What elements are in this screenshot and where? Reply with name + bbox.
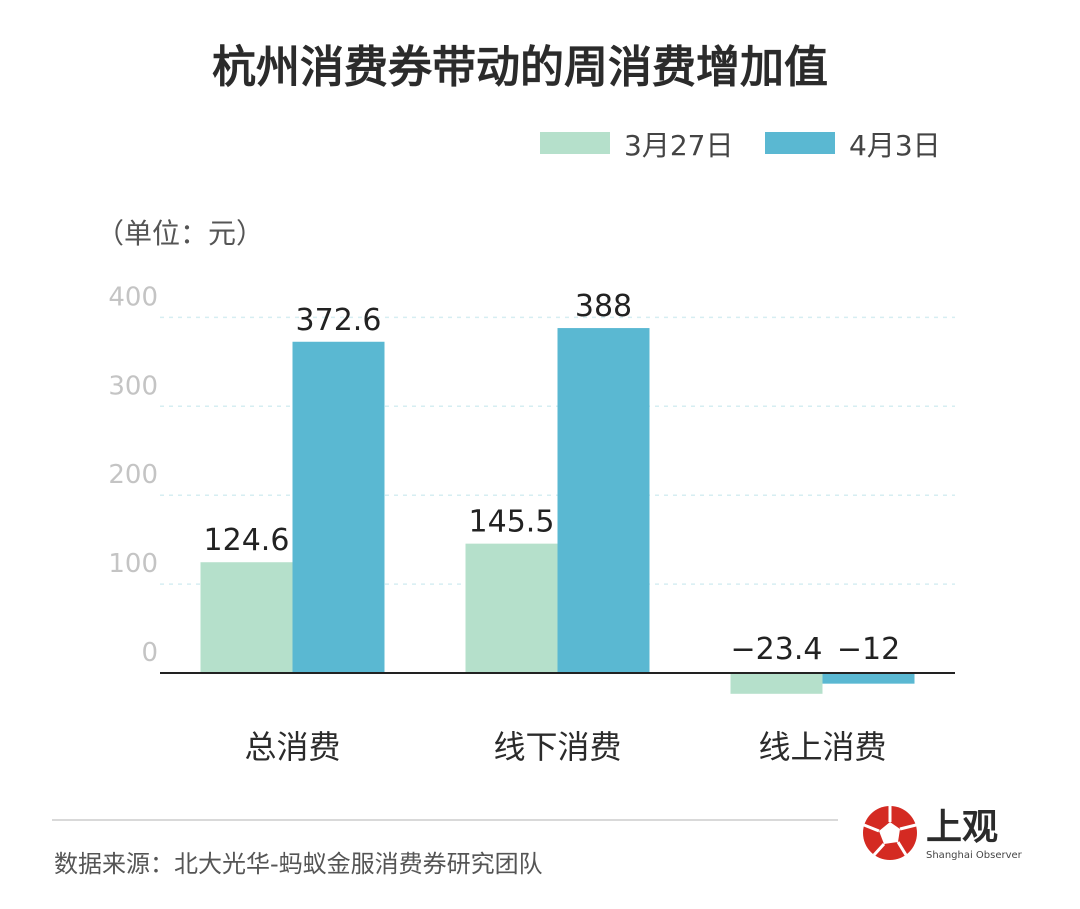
bar-线上消费-4月3日: [822, 673, 915, 684]
bar-线下消费-3月27日: [465, 543, 558, 673]
bar-总消费-4月3日: [292, 341, 385, 673]
category-label-2: 线上消费: [758, 728, 886, 766]
category-label-1: 线下消费: [493, 728, 621, 766]
bar-线上消费-3月27日: [730, 673, 823, 694]
legend: 3月27日 4月3日: [540, 129, 941, 162]
y-tick-label-100: 100: [108, 549, 158, 579]
value-label-总消费-4月3日: 372.6: [296, 303, 382, 338]
value-label-线下消费-4月3日: 388: [575, 289, 632, 324]
y-tick-label-0: 0: [141, 638, 158, 668]
y-tick-label-300: 300: [108, 371, 158, 401]
brand-name: 上观: [926, 806, 998, 848]
bars: [200, 328, 915, 694]
y-tick-label-400: 400: [108, 282, 158, 312]
y-tick-label-200: 200: [108, 460, 158, 490]
value-labels: 124.6 372.6 145.5 388 −23.4 −12: [204, 289, 901, 667]
category-label-0: 总消费: [244, 728, 340, 766]
value-label-线下消费-3月27日: 145.5: [469, 505, 555, 540]
legend-swatch-series-1: [540, 132, 610, 154]
value-label-线上消费-3月27日: −23.4: [731, 632, 823, 667]
brand-subtitle: Shanghai Observer: [926, 850, 1023, 861]
value-label-线上消费-4月3日: −12: [837, 632, 900, 667]
source-note: 数据来源：北大光华-蚂蚁金服消费券研究团队: [54, 850, 543, 878]
legend-label-series-1: 3月27日: [624, 129, 733, 162]
legend-label-series-2: 4月3日: [849, 129, 941, 162]
y-axis-ticks: 0 100 200 300 400: [108, 282, 158, 668]
value-label-总消费-3月27日: 124.6: [204, 523, 290, 558]
chart-title: 杭州消费券带动的周消费增加值: [212, 42, 828, 93]
legend-swatch-series-2: [765, 132, 835, 154]
shutter-logo-icon: [863, 806, 917, 860]
brand-logo: 上观 Shanghai Observer: [863, 806, 1023, 861]
x-axis-categories: 总消费 线下消费 线上消费: [244, 728, 886, 766]
unit-label: （单位：元）: [96, 217, 264, 250]
bar-总消费-3月27日: [200, 562, 293, 673]
bar-线下消费-4月3日: [557, 328, 650, 673]
